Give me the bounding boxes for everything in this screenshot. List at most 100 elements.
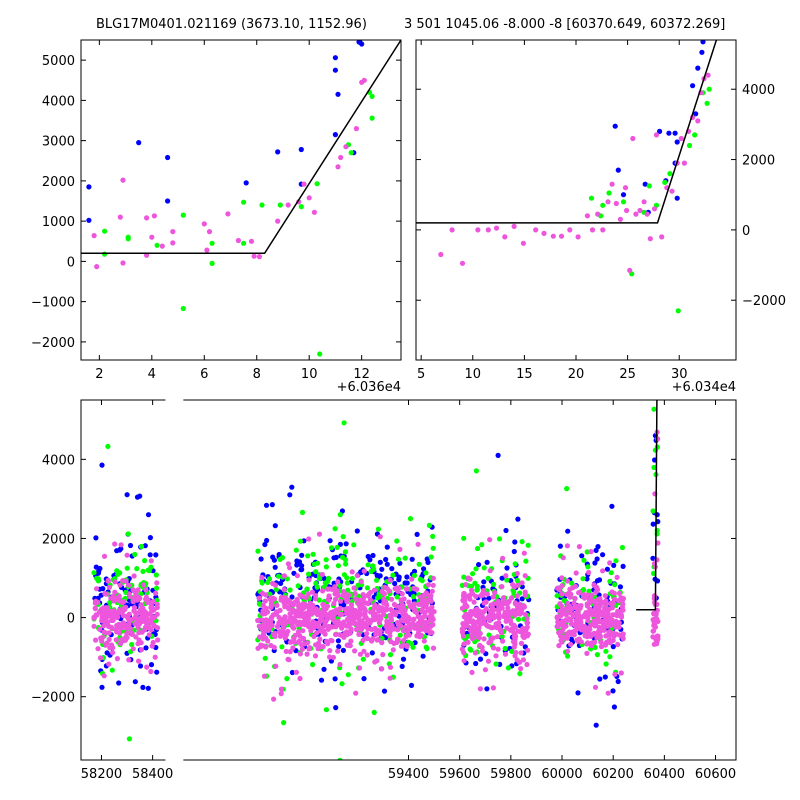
data-point-green bbox=[304, 586, 310, 592]
data-point-blue bbox=[477, 656, 484, 662]
data-point-magenta bbox=[618, 608, 624, 615]
data-point-blue bbox=[508, 578, 514, 584]
data-point-blue bbox=[504, 565, 510, 571]
data-point-green bbox=[323, 707, 329, 713]
data-point-magenta bbox=[170, 229, 176, 235]
data-point-magenta bbox=[359, 626, 365, 632]
data-point-green bbox=[525, 542, 531, 548]
data-point-magenta bbox=[369, 638, 375, 644]
data-point-magenta bbox=[637, 207, 643, 214]
data-point-magenta bbox=[138, 640, 144, 646]
data-point-magenta bbox=[149, 643, 155, 649]
data-point-magenta bbox=[593, 589, 599, 595]
data-point-magenta bbox=[429, 613, 435, 619]
data-point-magenta bbox=[515, 628, 521, 634]
data-point-magenta bbox=[460, 626, 466, 632]
data-point-green bbox=[360, 656, 366, 662]
data-point-magenta bbox=[146, 611, 152, 617]
data-point-green bbox=[651, 406, 657, 412]
data-point-blue bbox=[611, 704, 618, 710]
data-point-magenta bbox=[605, 610, 611, 617]
data-point-magenta bbox=[504, 600, 510, 606]
data-point-blue bbox=[294, 562, 300, 568]
data-point-magenta bbox=[256, 595, 262, 601]
data-point-green bbox=[281, 720, 287, 726]
data-point-magenta bbox=[374, 637, 380, 643]
data-point-magenta bbox=[130, 587, 136, 593]
data-point-magenta bbox=[564, 578, 571, 584]
data-point-magenta bbox=[333, 631, 339, 638]
data-point-magenta bbox=[133, 610, 139, 616]
data-point-magenta bbox=[148, 605, 154, 611]
data-point-blue bbox=[674, 195, 680, 201]
data-point-green bbox=[91, 570, 97, 576]
data-point-blue bbox=[263, 502, 270, 508]
y-tick-label: −2000 bbox=[742, 294, 786, 309]
model-curve bbox=[636, 400, 658, 611]
data-point-magenta bbox=[605, 690, 611, 696]
data-point-blue bbox=[609, 503, 615, 509]
data-point-magenta bbox=[398, 643, 404, 649]
data-point-magenta bbox=[170, 240, 176, 246]
data-point-magenta bbox=[571, 600, 577, 606]
data-point-magenta bbox=[397, 546, 403, 553]
data-point-magenta bbox=[522, 626, 528, 632]
data-point-magenta bbox=[273, 663, 279, 669]
data-point-blue bbox=[275, 149, 281, 155]
data-point-magenta bbox=[678, 135, 684, 142]
data-point-magenta bbox=[468, 633, 474, 639]
data-point-magenta bbox=[363, 614, 369, 621]
data-point-magenta bbox=[320, 644, 326, 650]
data-point-blue bbox=[409, 556, 415, 562]
data-point-blue bbox=[289, 594, 295, 600]
data-point-magenta bbox=[292, 639, 298, 645]
data-point-magenta bbox=[154, 580, 160, 586]
y-tick-label: 4000 bbox=[42, 94, 75, 109]
data-point-magenta bbox=[340, 592, 346, 599]
data-point-magenta bbox=[399, 591, 405, 597]
data-point-magenta bbox=[314, 630, 320, 636]
data-point-magenta bbox=[125, 582, 132, 588]
data-point-magenta bbox=[609, 589, 615, 595]
data-point-magenta bbox=[313, 606, 319, 612]
data-point-magenta bbox=[523, 611, 529, 618]
data-point-magenta bbox=[498, 630, 505, 636]
data-point-magenta bbox=[128, 629, 134, 635]
data-point-magenta bbox=[365, 593, 371, 599]
data-point-magenta bbox=[320, 588, 326, 594]
data-point-magenta bbox=[525, 620, 531, 626]
data-point-green bbox=[519, 539, 525, 545]
data-point-green bbox=[491, 581, 497, 588]
data-point-magenta bbox=[153, 590, 159, 596]
data-point-magenta bbox=[423, 603, 429, 609]
data-point-green bbox=[209, 260, 215, 266]
data-point-magenta bbox=[591, 618, 597, 624]
x-tick-label: 60200 bbox=[593, 767, 634, 782]
data-point-green bbox=[105, 443, 111, 449]
data-point-blue bbox=[332, 676, 338, 682]
data-point-magenta bbox=[263, 617, 269, 623]
data-point-magenta bbox=[602, 642, 609, 648]
data-point-magenta bbox=[584, 601, 590, 607]
x-tick-label: 60400 bbox=[644, 767, 685, 782]
data-point-magenta bbox=[106, 584, 112, 590]
data-point-magenta bbox=[136, 630, 142, 636]
data-point-magenta bbox=[376, 620, 382, 626]
data-point-magenta bbox=[600, 568, 606, 574]
data-point-magenta bbox=[612, 612, 618, 618]
data-point-green bbox=[334, 544, 340, 551]
data-point-magenta bbox=[467, 576, 473, 582]
data-point-green bbox=[554, 593, 560, 599]
data-point-magenta bbox=[144, 215, 150, 221]
data-point-blue bbox=[511, 548, 517, 555]
data-point-magenta bbox=[593, 603, 599, 609]
data-point-magenta bbox=[291, 619, 297, 625]
data-point-magenta bbox=[557, 608, 563, 614]
data-point-magenta bbox=[294, 609, 300, 615]
data-point-magenta bbox=[256, 254, 262, 260]
data-point-magenta bbox=[319, 571, 325, 578]
data-point-magenta bbox=[112, 541, 118, 547]
data-point-magenta bbox=[525, 647, 531, 653]
data-point-magenta bbox=[379, 666, 385, 672]
y-tick-label: 4000 bbox=[742, 83, 775, 98]
